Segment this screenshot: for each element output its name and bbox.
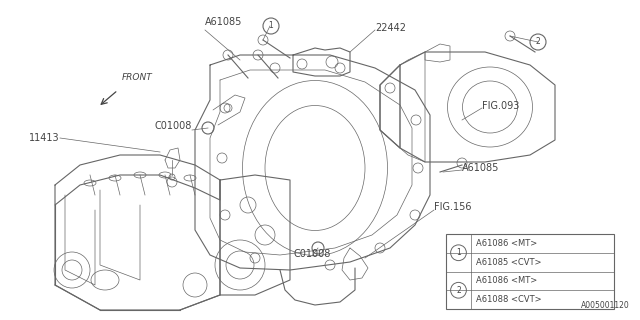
Text: A61085: A61085 bbox=[205, 17, 243, 27]
Text: A61086 <MT>: A61086 <MT> bbox=[476, 276, 537, 285]
Text: FIG.156: FIG.156 bbox=[434, 202, 472, 212]
Text: A61085 <CVT>: A61085 <CVT> bbox=[476, 258, 541, 267]
Text: 22442: 22442 bbox=[375, 23, 406, 33]
Text: C01008: C01008 bbox=[293, 249, 331, 259]
Circle shape bbox=[312, 242, 324, 254]
Text: A61086 <MT>: A61086 <MT> bbox=[476, 239, 537, 248]
Text: A005001120: A005001120 bbox=[581, 301, 630, 310]
Text: C01008: C01008 bbox=[155, 121, 192, 131]
Bar bbox=[446, 234, 614, 309]
Text: 1: 1 bbox=[269, 21, 273, 30]
Circle shape bbox=[457, 158, 467, 168]
Text: 11413: 11413 bbox=[29, 133, 60, 143]
Circle shape bbox=[202, 122, 214, 134]
Text: FIG.093: FIG.093 bbox=[482, 101, 520, 111]
Text: 2: 2 bbox=[456, 286, 461, 295]
Text: 1: 1 bbox=[456, 248, 461, 257]
Circle shape bbox=[223, 50, 233, 60]
Text: FRONT: FRONT bbox=[122, 73, 153, 82]
Text: 2: 2 bbox=[536, 37, 540, 46]
Circle shape bbox=[253, 50, 263, 60]
Text: A61085: A61085 bbox=[462, 163, 499, 173]
Circle shape bbox=[258, 35, 268, 45]
Text: A61088 <CVT>: A61088 <CVT> bbox=[476, 295, 541, 304]
Circle shape bbox=[505, 31, 515, 41]
